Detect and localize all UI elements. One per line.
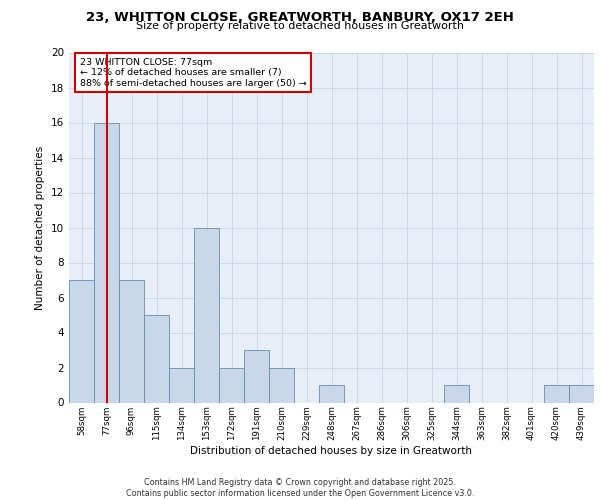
Bar xyxy=(94,122,119,402)
Y-axis label: Number of detached properties: Number of detached properties xyxy=(35,146,46,310)
Bar xyxy=(569,385,594,402)
Bar xyxy=(194,228,219,402)
Bar xyxy=(119,280,144,402)
Text: 23, WHITTON CLOSE, GREATWORTH, BANBURY, OX17 2EH: 23, WHITTON CLOSE, GREATWORTH, BANBURY, … xyxy=(86,11,514,24)
Bar xyxy=(244,350,269,403)
Bar xyxy=(219,368,244,402)
Bar xyxy=(319,385,344,402)
Text: 23 WHITTON CLOSE: 77sqm
← 12% of detached houses are smaller (7)
88% of semi-det: 23 WHITTON CLOSE: 77sqm ← 12% of detache… xyxy=(79,58,306,88)
Bar xyxy=(269,368,294,402)
Bar xyxy=(144,315,169,402)
X-axis label: Distribution of detached houses by size in Greatworth: Distribution of detached houses by size … xyxy=(191,446,473,456)
Bar xyxy=(544,385,569,402)
Bar xyxy=(169,368,194,402)
Bar xyxy=(444,385,469,402)
Text: Contains HM Land Registry data © Crown copyright and database right 2025.
Contai: Contains HM Land Registry data © Crown c… xyxy=(126,478,474,498)
Text: Size of property relative to detached houses in Greatworth: Size of property relative to detached ho… xyxy=(136,21,464,31)
Bar xyxy=(69,280,94,402)
